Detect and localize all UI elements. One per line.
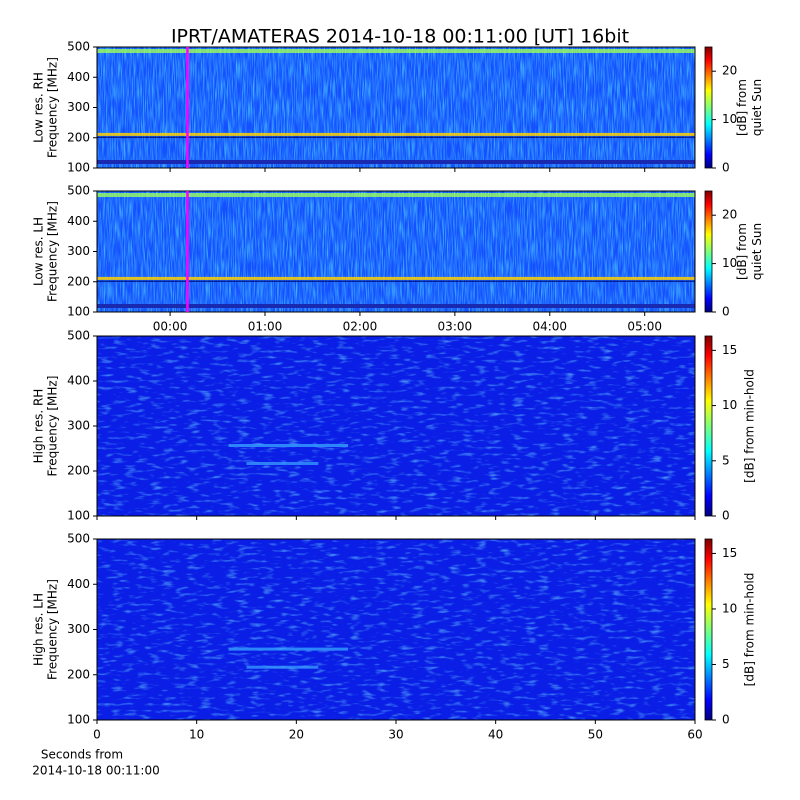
- x-tick-label: 10: [189, 728, 204, 742]
- y-axis-label: High res. RH: [32, 389, 46, 464]
- x-tick-label: 40: [488, 728, 503, 742]
- colorbar: [704, 335, 713, 517]
- x-axis-label: Seconds from: [41, 748, 123, 762]
- y-tick-label: 300: [67, 100, 90, 114]
- emission-band: [97, 276, 695, 280]
- x-axis-label: 2014-10-18 00:11:00: [32, 764, 159, 778]
- spectrogram-texture: [97, 191, 695, 312]
- spectrogram-texture: [97, 47, 695, 168]
- colorbar-label: [dB] from: [735, 223, 749, 280]
- x-tick-label: 05:00: [627, 320, 662, 334]
- colorbar-tick-label: 5: [722, 657, 730, 671]
- y-tick-label: 300: [67, 622, 90, 636]
- spectrogram-texture: [97, 336, 695, 516]
- y-tick-label: 500: [67, 329, 90, 343]
- y-tick-label: 500: [67, 40, 90, 54]
- x-tick-label: 60: [687, 728, 702, 742]
- colorbar-tick-label: 10: [722, 256, 737, 270]
- x-tick-label: 0: [93, 728, 101, 742]
- colorbar: [704, 46, 713, 169]
- burst: [228, 444, 349, 447]
- y-tick-label: 400: [67, 374, 90, 388]
- y-tick-label: 100: [67, 713, 90, 727]
- y-tick-label: 200: [67, 130, 90, 144]
- y-axis-label: Frequency [MHz]: [46, 376, 60, 477]
- colorbar-label: quiet Sun: [750, 223, 764, 280]
- emission-band-dark: [97, 280, 695, 283]
- burst: [246, 665, 319, 669]
- emission-band-dark: [97, 136, 695, 139]
- y-axis-label: Low res. LH: [32, 217, 46, 286]
- y-axis-label: Frequency [MHz]: [46, 57, 60, 158]
- band-bottom: [97, 304, 695, 308]
- burst: [246, 462, 319, 465]
- colorbar-tick-label: 15: [722, 546, 737, 560]
- colorbar-tick-label: 0: [722, 161, 730, 175]
- x-tick-label: 02:00: [343, 320, 378, 334]
- colorbar-tick-label: 0: [722, 713, 730, 727]
- chart-title: IPRT/AMATERAS 2014-10-18 00:11:00 [UT] 1…: [171, 26, 629, 48]
- x-tick-label: 20: [289, 728, 304, 742]
- y-tick-label: 500: [67, 532, 90, 546]
- colorbar-tick-label: 20: [722, 64, 737, 78]
- y-axis-label: High res. LH: [32, 593, 46, 666]
- x-tick-label: 50: [588, 728, 603, 742]
- colorbar-tick-label: 15: [722, 343, 737, 357]
- y-axis-label: Frequency [MHz]: [46, 579, 60, 680]
- band-bottom: [97, 160, 695, 164]
- y-tick-label: 200: [67, 464, 90, 478]
- y-tick-label: 200: [67, 274, 90, 288]
- band-top: [97, 193, 695, 197]
- burst: [228, 647, 349, 651]
- colorbar-tick-label: 0: [722, 509, 730, 523]
- x-tick-label: 04:00: [532, 320, 567, 334]
- colorbar-label: quiet Sun: [750, 79, 764, 136]
- colorbar-tick-label: 20: [722, 208, 737, 222]
- y-tick-label: 200: [67, 667, 90, 681]
- colorbar-label: [dB] from min-hold: [743, 573, 757, 687]
- colorbar-tick-label: 0: [722, 305, 730, 319]
- y-tick-label: 500: [67, 184, 90, 198]
- spectrogram-texture: [97, 539, 695, 720]
- y-tick-label: 400: [67, 70, 90, 84]
- y-tick-label: 400: [67, 577, 90, 591]
- colorbar-tick-label: 10: [722, 112, 737, 126]
- y-tick-label: 100: [67, 509, 90, 523]
- emission-band: [97, 132, 695, 136]
- x-tick-label: 30: [388, 728, 403, 742]
- colorbar-label: [dB] from: [735, 79, 749, 136]
- y-tick-label: 100: [67, 305, 90, 319]
- colorbar-tick-label: 5: [722, 453, 730, 467]
- x-tick-label: 03:00: [438, 320, 473, 334]
- y-axis-label: Low res. RH: [32, 72, 46, 143]
- y-axis-label: Frequency [MHz]: [46, 201, 60, 302]
- y-tick-label: 300: [67, 244, 90, 258]
- colorbar-label: [dB] from min-hold: [743, 369, 757, 483]
- colorbar: [704, 190, 713, 313]
- x-tick-label: 00:00: [153, 320, 188, 334]
- colorbar: [704, 538, 713, 721]
- x-tick-label: 01:00: [248, 320, 283, 334]
- y-tick-label: 300: [67, 419, 90, 433]
- band-top: [97, 49, 695, 53]
- y-tick-label: 400: [67, 214, 90, 228]
- colorbar-tick-label: 10: [722, 601, 737, 615]
- colorbar-tick-label: 10: [722, 398, 737, 412]
- y-tick-label: 100: [67, 161, 90, 175]
